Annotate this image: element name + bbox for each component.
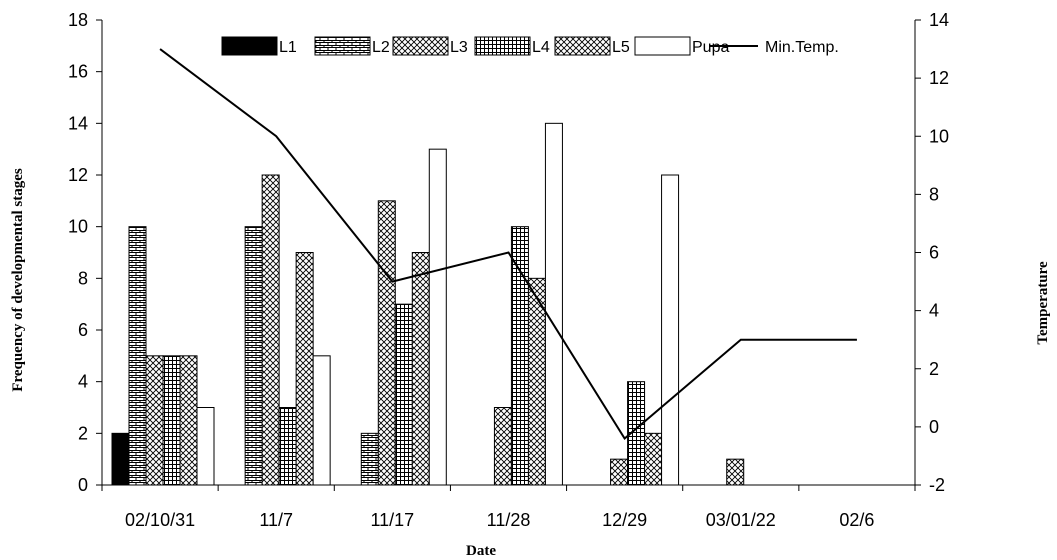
bar-pupa	[312, 355, 331, 486]
y2-tick-label: 6	[929, 243, 939, 263]
bar-l5	[179, 355, 198, 486]
bar-l4	[510, 226, 529, 486]
axes: 0 2 4 6 8 10 12 14 16 18 -2 0 2 4 6 8 10 12 14 02/10/31 11/7…	[68, 10, 949, 530]
y2-tick-label: 14	[929, 10, 949, 30]
x-tick-label: 11/17	[370, 510, 414, 530]
temperature-line-layer	[159, 48, 857, 441]
bar-l2	[360, 432, 379, 486]
x-tick-label: 11/28	[487, 510, 531, 530]
bar-l5	[411, 252, 430, 486]
bars	[111, 122, 745, 486]
legend-label: L2	[372, 39, 390, 56]
bar-pupa	[661, 174, 680, 486]
bar-l1	[111, 432, 130, 486]
legend: L1 L2 L3 L4 L5 Pupa Min.Temp.	[221, 36, 839, 56]
x-tick-label: 02/10/31	[125, 510, 195, 530]
legend-label: L3	[450, 39, 468, 56]
y2-tick-label: 12	[929, 68, 949, 88]
y-tick-label: 14	[68, 113, 88, 133]
y2-tick-label: 10	[929, 126, 949, 146]
bar-l5	[644, 432, 663, 486]
y-tick-label: 6	[78, 320, 88, 340]
bar-l3	[493, 407, 512, 486]
y2-tick-label: 4	[929, 301, 939, 321]
legend-label: L1	[279, 39, 297, 56]
y2-tick-label: 0	[929, 417, 939, 437]
bar-l4	[394, 303, 413, 486]
bar-l3	[145, 355, 164, 486]
x-axis-title: Date	[466, 543, 496, 559]
legend-swatch-pupa	[634, 36, 691, 56]
bar-l3	[377, 200, 396, 486]
y-tick-label: 0	[78, 475, 88, 495]
bar-pupa	[196, 407, 215, 486]
bar-l2	[244, 226, 263, 486]
bar-l4	[278, 407, 297, 486]
legend-label: Pupa	[692, 39, 729, 56]
x-tick-label: 12/29	[602, 510, 647, 530]
x-tick-label: 03/01/22	[706, 510, 776, 530]
bar-l3	[261, 174, 280, 486]
y-tick-label: 2	[78, 423, 88, 443]
bar-pupa	[428, 148, 447, 486]
y-tick-label: 18	[68, 10, 88, 30]
y2-tick-label: -2	[929, 475, 945, 495]
x-tick-label: 11/7	[259, 510, 293, 530]
legend-swatch-l1	[221, 36, 278, 56]
legend-swatch-l5	[554, 36, 611, 56]
min-temp-line	[159, 48, 857, 441]
y-tick-label: 12	[68, 165, 88, 185]
y2-axis-title: Temperature	[1035, 261, 1051, 345]
y-tick-label: 16	[68, 62, 88, 82]
bar-l3	[726, 458, 745, 486]
y-tick-label: 4	[78, 372, 88, 392]
bar-l3	[610, 458, 629, 486]
legend-swatch-l4	[474, 36, 531, 56]
bar-l4	[162, 355, 181, 486]
y-tick-label: 10	[68, 217, 88, 237]
y2-tick-label: 8	[929, 184, 939, 204]
x-tick-label: 02/6	[839, 510, 874, 530]
bar-l5	[295, 252, 314, 486]
legend-label: Min.Temp.	[765, 39, 839, 56]
y2-tick-label: 2	[929, 359, 939, 379]
legend-label: L5	[612, 39, 630, 56]
legend-label: L4	[532, 39, 550, 56]
y-axis-title: Frequency of developmental stages	[10, 168, 26, 392]
bar-pupa	[544, 122, 563, 486]
legend-swatch-l3	[392, 36, 449, 56]
y-tick-label: 8	[78, 268, 88, 288]
bar-l2	[128, 226, 147, 486]
legend-swatch-l2	[314, 36, 371, 56]
